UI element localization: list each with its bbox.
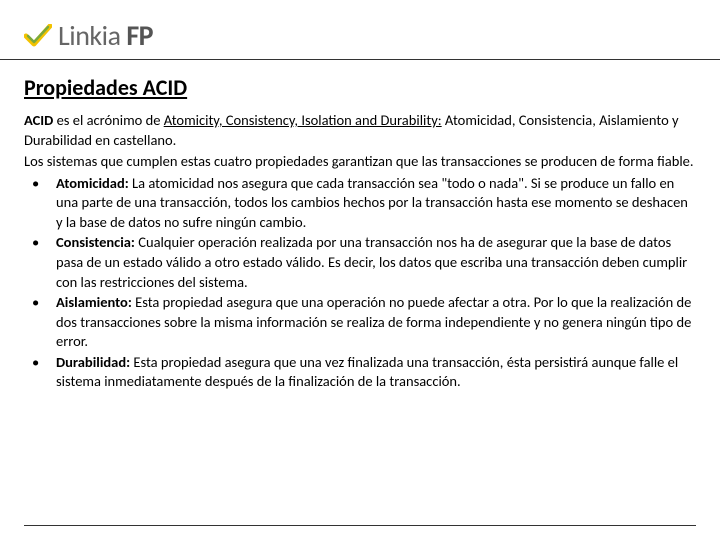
brand-text: Linkia — [58, 18, 120, 53]
term: Aislamiento: — [56, 293, 132, 311]
bullet-list: Atomicidad: La atomicidad nos asegura qu… — [24, 174, 696, 392]
list-item: Atomicidad: La atomicidad nos asegura qu… — [24, 174, 696, 233]
definition: La atomicidad nos asegura que cada trans… — [56, 174, 688, 231]
header: Linkia FP — [0, 0, 720, 60]
definition: Esta propiedad asegura que una operación… — [56, 293, 691, 350]
intro-paragraph-1: ACID es el acrónimo de Atomicity, Consis… — [24, 111, 696, 150]
list-item: Aislamiento: Esta propiedad asegura que … — [24, 293, 696, 352]
list-item: Consistencia: Cualquier operación realiz… — [24, 233, 696, 292]
content: Propiedades ACID ACID es el acrónimo de … — [0, 60, 720, 401]
logo-check-icon — [24, 24, 52, 48]
intro-prefix: es el acrónimo de — [53, 111, 163, 129]
brand-suffix: FP — [126, 18, 153, 53]
list-item: Durabilidad: Esta propiedad asegura que … — [24, 353, 696, 392]
brand-name: Linkia FP — [58, 18, 153, 53]
definition: Esta propiedad asegura que una vez final… — [56, 353, 678, 391]
intro-underlined: Atomicity, Consistency, Isolation and Du… — [164, 111, 442, 129]
page-title: Propiedades ACID — [24, 74, 696, 101]
term: Atomicidad: — [56, 174, 129, 192]
definition: Cualquier operación realizada por una tr… — [56, 233, 687, 290]
footer-rule — [24, 525, 696, 526]
term: Durabilidad: — [56, 353, 130, 371]
intro-lead: ACID — [24, 111, 53, 129]
intro-paragraph-2: Los sistemas que cumplen estas cuatro pr… — [24, 152, 696, 172]
term: Consistencia: — [56, 233, 135, 251]
